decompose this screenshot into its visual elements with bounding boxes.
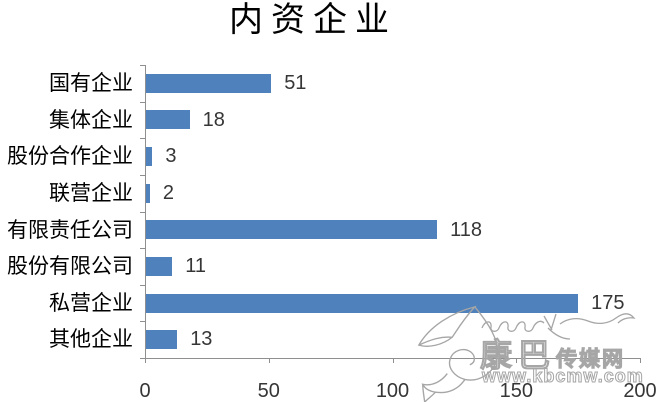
category-label: 私营企业 bbox=[49, 290, 133, 315]
y-axis-line bbox=[145, 65, 146, 358]
x-axis-tick-label: 0 bbox=[139, 380, 151, 402]
x-axis-tick bbox=[516, 358, 518, 363]
y-axis-tick bbox=[140, 138, 145, 140]
bar-value-label: 18 bbox=[202, 108, 225, 131]
bar-value-label: 2 bbox=[162, 181, 175, 204]
bar-row: 51 bbox=[145, 65, 640, 102]
y-axis-tick bbox=[140, 321, 145, 323]
bar-row: 13 bbox=[145, 321, 640, 358]
x-axis-tick-label: 50 bbox=[257, 380, 280, 402]
x-axis-tick bbox=[640, 358, 641, 363]
bar-value-label: 118 bbox=[450, 218, 482, 241]
category-label: 国有企业 bbox=[49, 71, 133, 95]
y-axis-tick bbox=[140, 174, 145, 176]
category-label: 股份有限公司 bbox=[7, 254, 133, 279]
bar-value-label: 13 bbox=[190, 328, 213, 351]
bar-7 bbox=[145, 293, 579, 313]
x-axis-tick-label: 200 bbox=[623, 380, 657, 402]
bar-5 bbox=[145, 220, 438, 240]
bar-4 bbox=[145, 183, 150, 203]
y-axis-tick bbox=[140, 284, 145, 286]
bar-row: 18 bbox=[145, 102, 640, 139]
x-axis-tick-label: 150 bbox=[499, 380, 533, 402]
category-label: 其他企业 bbox=[49, 327, 133, 352]
category-label: 联营企业 bbox=[49, 180, 133, 205]
chart-title: 内资企业 bbox=[229, 2, 397, 39]
bar-value-label: 175 bbox=[591, 291, 625, 314]
x-axis-tick-label: 100 bbox=[375, 380, 410, 402]
x-axis-tick bbox=[268, 358, 270, 363]
x-axis-tick bbox=[392, 358, 394, 363]
y-axis-tick bbox=[140, 211, 145, 213]
y-axis-tick bbox=[140, 358, 145, 359]
bar-3 bbox=[145, 147, 153, 167]
bar-row: 3 bbox=[145, 138, 640, 175]
category-label: 股份合作企业 bbox=[7, 144, 133, 169]
category-axis-labels: 国有企业集体企业股份合作企业联营企业有限责任公司 股份有限公司私营企业其他企业 bbox=[0, 65, 133, 358]
plot-area: 51 18 3 2 118 11 175 13 bbox=[145, 65, 640, 358]
bar-row: 11 bbox=[145, 248, 640, 285]
category-label: 集体企业 bbox=[49, 107, 133, 132]
bar-row: 2 bbox=[145, 175, 640, 212]
x-axis-tick bbox=[145, 358, 146, 363]
category-label: 有限责任公司 bbox=[7, 217, 133, 242]
bar-value-label: 3 bbox=[165, 145, 177, 168]
bar-row: 118 bbox=[145, 212, 640, 249]
bar-2 bbox=[145, 110, 190, 130]
bar-row: 175 bbox=[145, 285, 640, 322]
y-axis-tick bbox=[140, 65, 145, 66]
y-axis-tick bbox=[140, 101, 145, 103]
bar-value-label: 51 bbox=[284, 72, 307, 94]
bar-value-label: 11 bbox=[185, 255, 206, 278]
bar-8 bbox=[145, 330, 178, 350]
bar-1 bbox=[145, 73, 272, 93]
bar-6 bbox=[145, 256, 173, 276]
y-axis-tick bbox=[140, 248, 145, 250]
